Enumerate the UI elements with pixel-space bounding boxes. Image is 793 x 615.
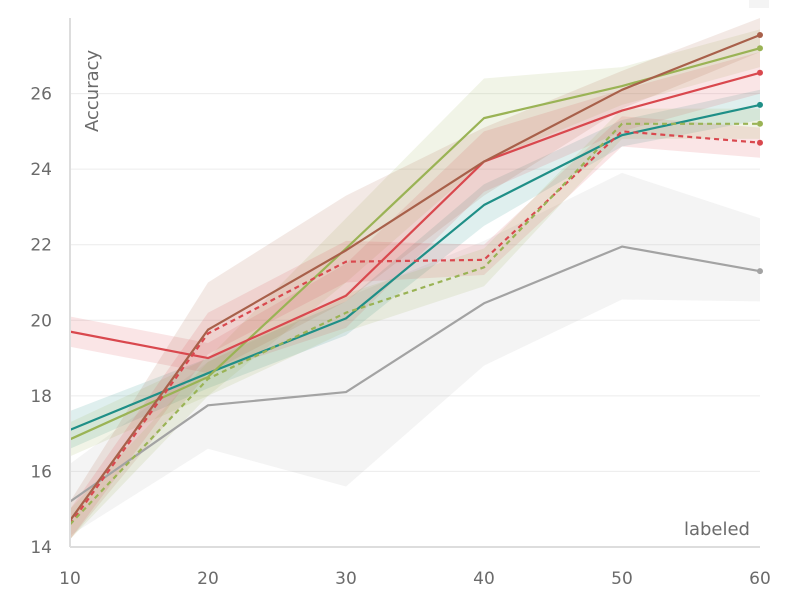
x-tick-label-30: 30: [335, 569, 357, 589]
y-tick-label-26: 26: [30, 85, 52, 105]
band-gray: [70, 172, 760, 536]
end-point-brown: [757, 32, 763, 39]
end-point-green: [757, 45, 763, 52]
band-red-dashed: [70, 116, 760, 540]
series-lines: [69, 32, 763, 526]
band-brown: [70, 18, 760, 540]
y-tick-label-24: 24: [30, 160, 52, 180]
grid-layer: [70, 93, 760, 472]
x-tick-label-10: 10: [59, 569, 81, 589]
band-red: [70, 52, 760, 374]
x-tick-label-40: 40: [473, 569, 495, 589]
end-point-teal: [757, 101, 763, 108]
series-line-gray: [69, 245, 761, 503]
series-line-green-dashed: [69, 122, 760, 526]
end-point-green-dashed: [757, 120, 763, 127]
y-tick-label-14: 14: [30, 538, 52, 558]
y-tick-label-16: 16: [30, 462, 52, 482]
x-axis-label: labeled: [684, 519, 750, 540]
axes: [69, 18, 760, 548]
confidence-bands: [70, 18, 760, 540]
x-tick-label-60: 60: [749, 569, 771, 589]
y-tick-label-22: 22: [30, 236, 52, 256]
end-point-gray: [757, 268, 763, 275]
corner-marker: [749, 0, 769, 8]
series-line-brown: [69, 33, 761, 522]
band-green: [70, 29, 760, 457]
series-line-red: [69, 71, 761, 360]
end-point-red-dashed: [757, 139, 763, 146]
x-tick-label-50: 50: [611, 569, 633, 589]
series-line-red-dashed: [69, 130, 761, 525]
y-tick-label-18: 18: [30, 387, 52, 407]
end-point-red: [757, 69, 763, 76]
tick-labels: 14 16 18 20 22 24 26 10 20 30 40 50 60: [30, 85, 770, 589]
y-axis-label: Accuracy: [82, 49, 103, 132]
y-tick-label-20: 20: [30, 311, 52, 331]
x-tick-label-20: 20: [197, 569, 219, 589]
